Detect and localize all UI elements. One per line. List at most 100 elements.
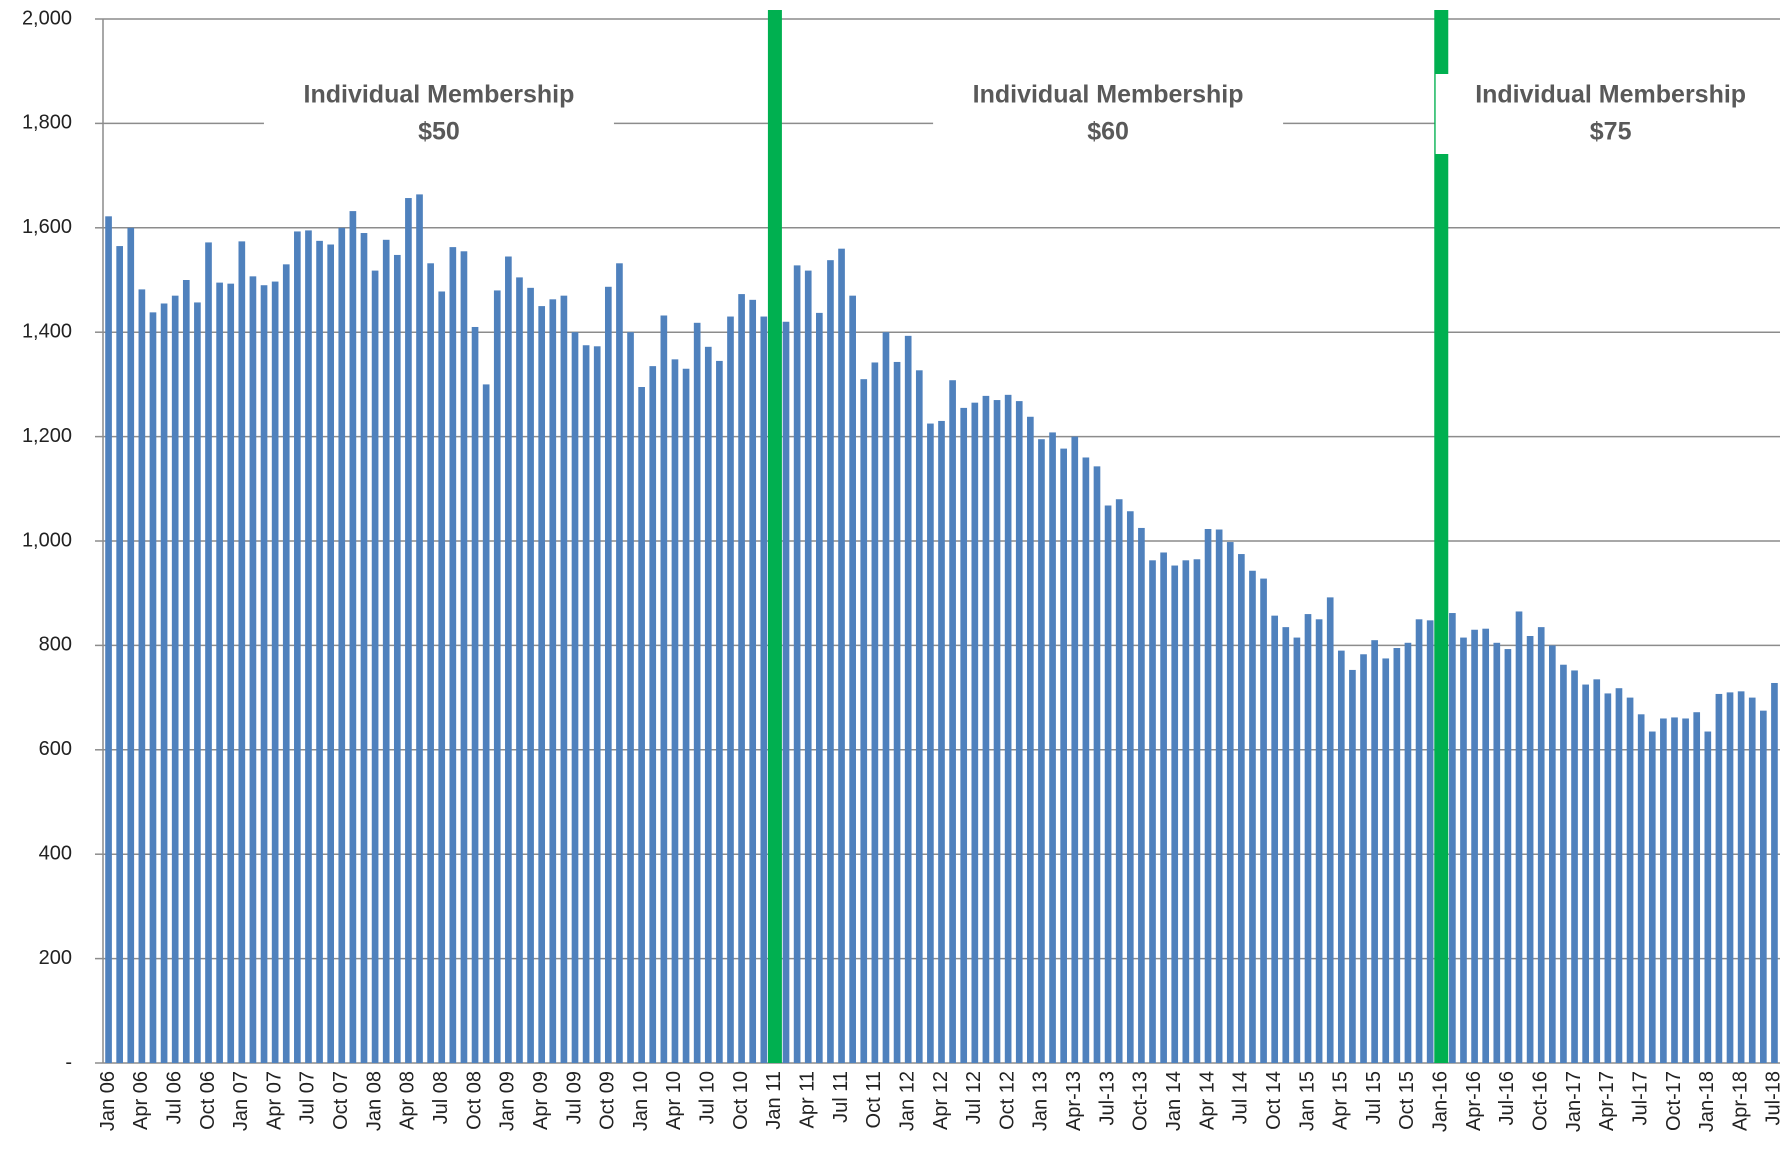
x-tick-label: Oct 10: [730, 1071, 752, 1130]
x-tick-label: Oct 09: [597, 1071, 619, 1130]
bar: [1482, 628, 1490, 1063]
x-tick-label: Jul 12: [963, 1071, 985, 1124]
x-tick-label: Jan 08: [363, 1071, 385, 1131]
y-tick-label: 1,400: [22, 320, 72, 342]
bar: [516, 277, 523, 1063]
bar: [271, 281, 279, 1063]
bar: [871, 362, 879, 1063]
bar: [1282, 627, 1290, 1063]
bar: [660, 315, 668, 1064]
bar: [915, 370, 923, 1063]
x-tick-label: Oct 15: [1396, 1071, 1418, 1130]
x-tick-label: Jul 06: [163, 1071, 185, 1124]
bar: [1615, 688, 1623, 1063]
x-tick-label: Jul 10: [697, 1071, 719, 1124]
x-tick-label: Apr-16: [1463, 1071, 1485, 1131]
bar: [1371, 640, 1378, 1063]
y-tick-label: 1,800: [22, 112, 72, 134]
bar: [793, 265, 801, 1063]
bar: [1249, 570, 1256, 1063]
bar: [1682, 718, 1689, 1063]
bar: [1038, 439, 1045, 1064]
x-tick-label: Jan 13: [1030, 1071, 1052, 1131]
x-tick-label: Oct 06: [197, 1071, 219, 1130]
bar: [105, 216, 112, 1064]
bar: [571, 332, 579, 1063]
bar: [682, 368, 690, 1063]
bar: [471, 326, 479, 1064]
bar: [1271, 615, 1279, 1063]
bar: [749, 299, 757, 1063]
bar: [1726, 692, 1734, 1063]
bar: [405, 198, 412, 1063]
bar: [1537, 627, 1545, 1063]
x-tick-label: Jul 07: [297, 1071, 319, 1124]
x-tick-label: Jul-17: [1629, 1071, 1651, 1125]
bar: [1304, 614, 1312, 1063]
bar: [1460, 637, 1467, 1063]
bar: [816, 312, 823, 1063]
bar: [849, 295, 856, 1063]
x-tick-label: Jul 11: [830, 1071, 852, 1123]
bar: [305, 230, 312, 1063]
bar: [1493, 642, 1501, 1063]
x-tick-label: Jul 15: [1363, 1071, 1385, 1124]
bar: [493, 290, 501, 1063]
x-tick-label: Jan 07: [230, 1071, 252, 1131]
x-tick-label: Apr-17: [1596, 1071, 1618, 1131]
bar: [1660, 718, 1667, 1063]
bar: [227, 283, 235, 1063]
bar: [649, 366, 657, 1063]
bar: [1082, 457, 1090, 1064]
bar: [249, 276, 257, 1063]
y-tick-label: 600: [39, 738, 72, 760]
bar: [627, 332, 634, 1063]
bar: [1449, 613, 1456, 1063]
x-tick-label: Apr 11: [797, 1071, 819, 1128]
annotation-background: [1435, 74, 1786, 154]
bar: [1126, 511, 1134, 1064]
bar: [604, 286, 612, 1063]
x-tick-label: Jul-16: [1496, 1071, 1518, 1125]
bar: [1471, 629, 1478, 1063]
annotation: $50: [418, 118, 460, 146]
x-tick-label: Jul 09: [563, 1071, 585, 1124]
bar: [1715, 693, 1723, 1063]
x-tick-label: Oct-17: [1663, 1071, 1685, 1131]
bar: [1404, 642, 1412, 1063]
bar: [638, 387, 645, 1063]
x-tick-label: Apr 10: [663, 1071, 685, 1130]
bar: [971, 402, 979, 1063]
bar: [216, 282, 223, 1063]
annotation: Individual Membership: [1475, 81, 1746, 109]
y-tick-label: -: [65, 1051, 72, 1073]
bar: [1382, 658, 1390, 1063]
bar: [1337, 650, 1345, 1063]
annotation-background: [263, 74, 614, 154]
bar: [1160, 552, 1167, 1063]
bar: [727, 316, 734, 1063]
bar: [560, 295, 568, 1063]
bar: [116, 246, 123, 1063]
bar: [316, 240, 323, 1064]
bar: [1648, 731, 1656, 1063]
x-tick-label: Oct 07: [330, 1071, 352, 1130]
bar: [938, 420, 945, 1063]
bar: [505, 256, 512, 1063]
x-tick-label: Apr 12: [930, 1071, 952, 1130]
y-tick-label: 200: [39, 947, 72, 969]
bar: [182, 280, 190, 1063]
bar: [760, 316, 768, 1063]
bar: [1582, 684, 1589, 1063]
bar: [1260, 578, 1267, 1063]
x-tick-label: Jan 14: [1163, 1071, 1185, 1131]
x-tick-label: Oct 11: [863, 1071, 885, 1128]
bar: [671, 359, 679, 1063]
bar: [582, 345, 590, 1063]
y-tick-label: 800: [39, 634, 72, 656]
bar: [1393, 648, 1401, 1063]
x-tick-label: Jan-16: [1430, 1071, 1452, 1132]
bar: [1093, 466, 1101, 1063]
bar: [1238, 554, 1245, 1063]
